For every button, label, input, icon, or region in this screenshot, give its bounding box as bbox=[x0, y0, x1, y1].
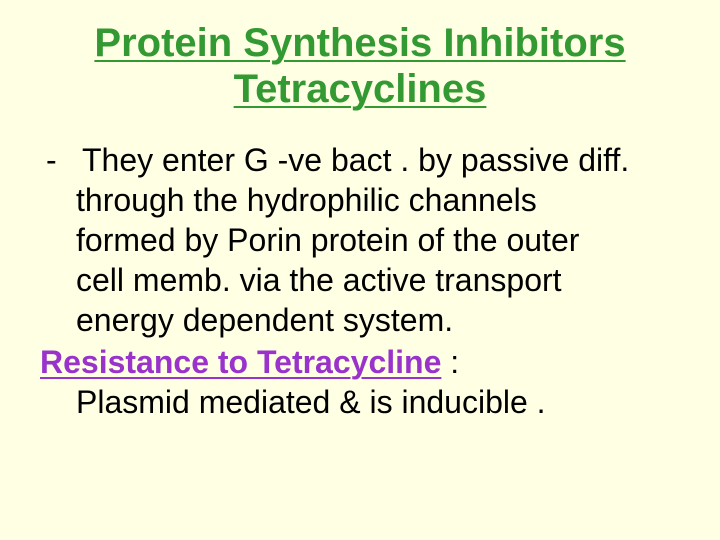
resistance-subheader: Resistance to Tetracycline bbox=[40, 344, 441, 380]
slide-title: Protein Synthesis Inhibitors Tetracyclin… bbox=[40, 20, 680, 112]
bullet-item: - They enter G -ve bact . by passive dif… bbox=[40, 140, 680, 180]
subheader-suffix: : bbox=[441, 344, 459, 380]
bullet-line-5: energy dependent system. bbox=[40, 300, 680, 340]
bullet-line-3: formed by Porin protein of the outer bbox=[40, 220, 680, 260]
bullet-line-4: cell memb. via the active transport bbox=[40, 260, 680, 300]
slide-body: - They enter G -ve bact . by passive dif… bbox=[40, 140, 680, 422]
bullet-dash: - bbox=[40, 140, 82, 180]
bullet-line-1: They enter G -ve bact . by passive diff. bbox=[82, 140, 680, 180]
subheader-row: Resistance to Tetracycline : bbox=[40, 342, 680, 382]
title-line-1: Protein Synthesis Inhibitors bbox=[94, 21, 625, 65]
subbody-line-1: Plasmid mediated & is inducible . bbox=[40, 382, 680, 422]
bullet-line-2: through the hydrophilic channels bbox=[40, 180, 680, 220]
title-line-2: Tetracyclines bbox=[234, 67, 487, 111]
slide: Protein Synthesis Inhibitors Tetracyclin… bbox=[0, 0, 720, 540]
